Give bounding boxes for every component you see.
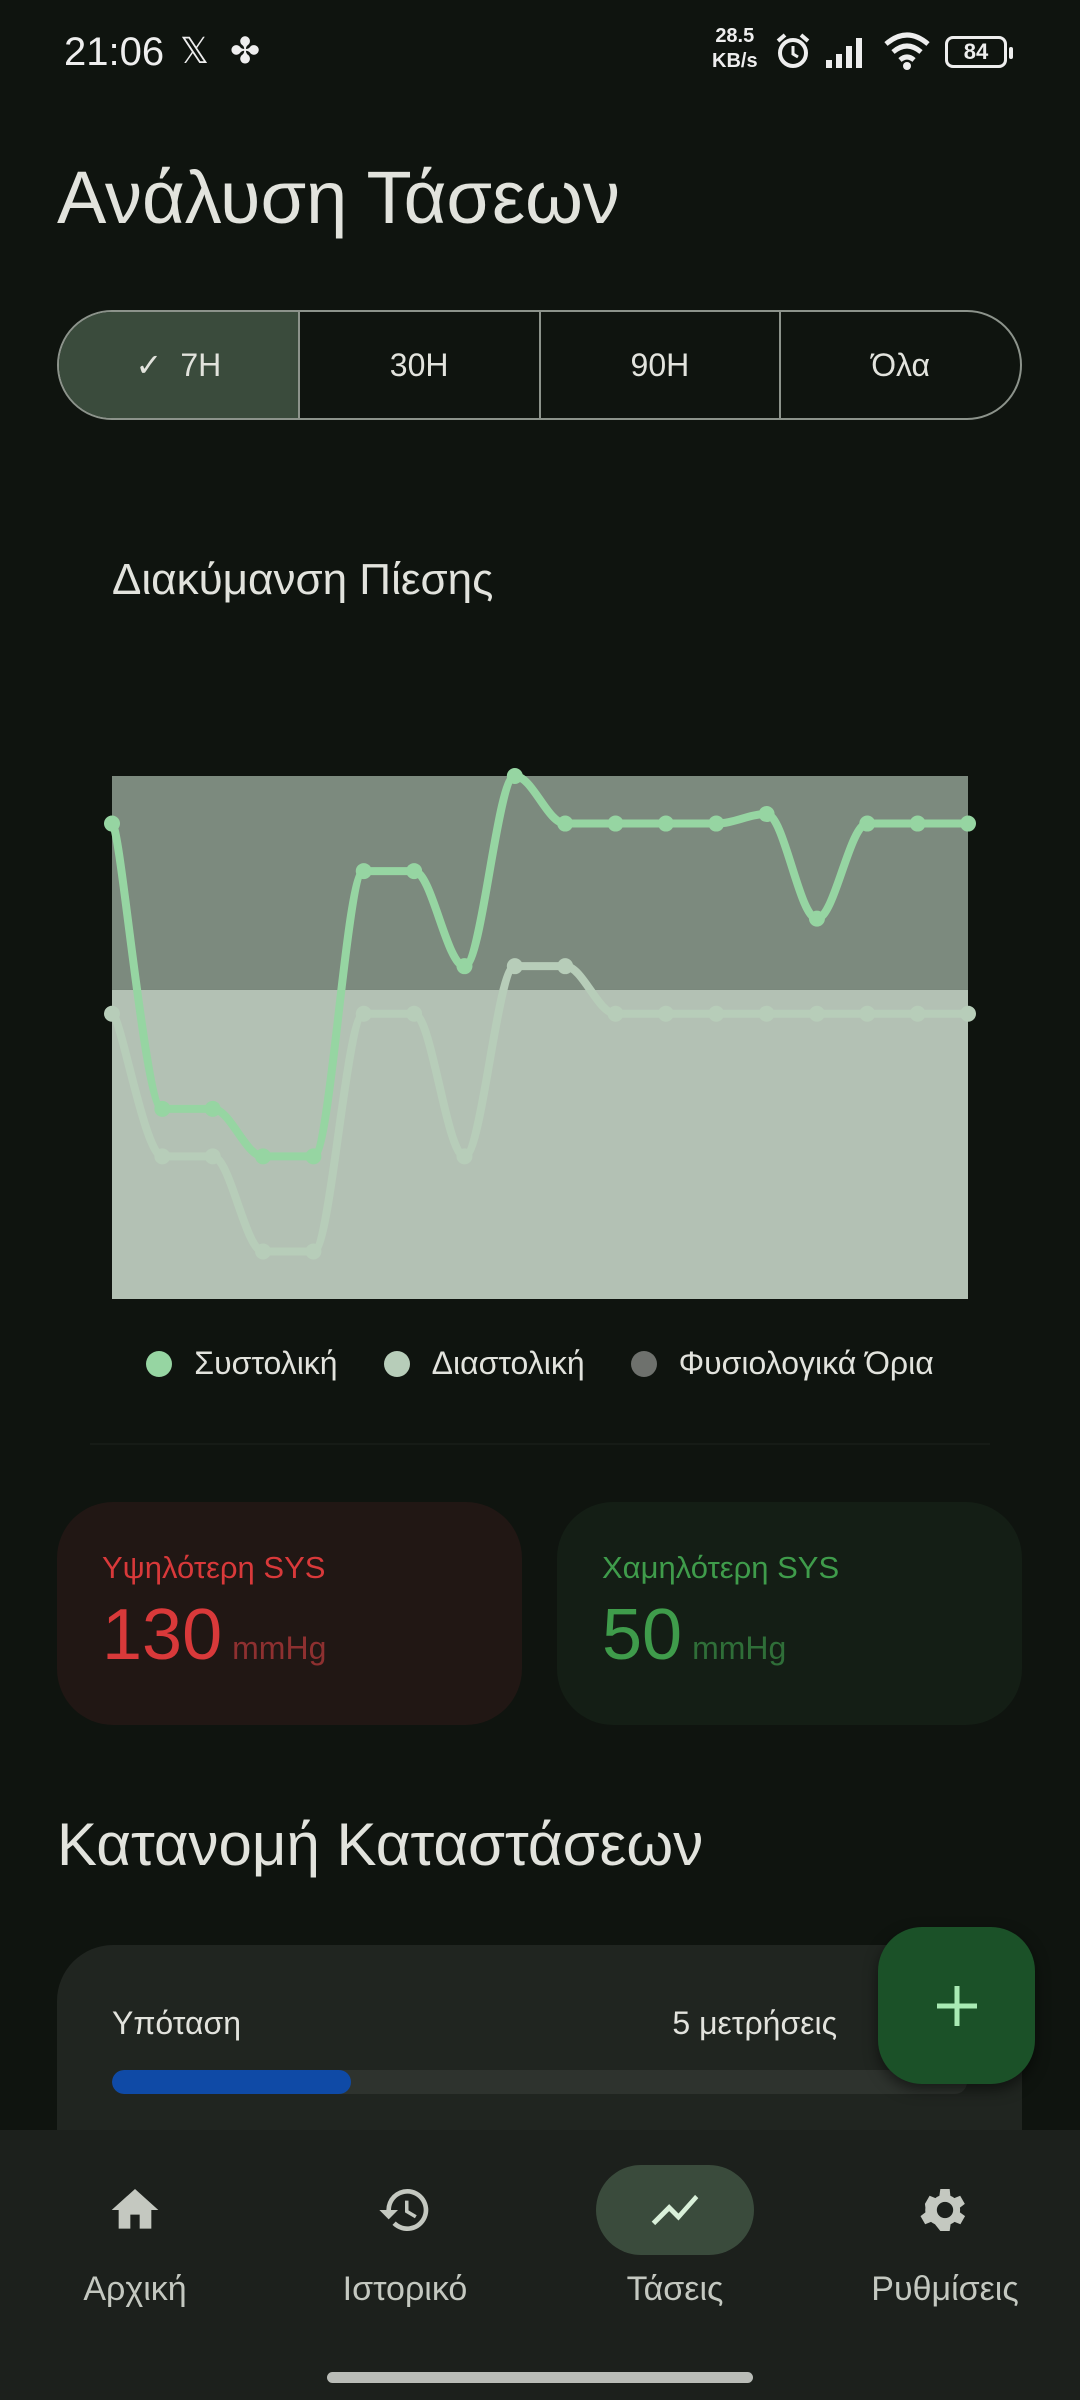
measurement-count: 5 μετρήσεις <box>672 2005 837 2041</box>
highest-sys-value: 130 <box>102 1595 223 1675</box>
alarm-icon <box>776 33 810 68</box>
diastolic-point <box>960 1005 976 1022</box>
systolic-point <box>808 910 825 927</box>
x-icon: 𝕏 <box>180 30 210 71</box>
tab-30d[interactable]: 30Η <box>297 312 539 418</box>
systolic-point <box>355 863 372 880</box>
battery-icon: 84 <box>945 36 1013 68</box>
diastolic-point <box>657 1005 674 1022</box>
bp-chart <box>104 768 976 1299</box>
diastolic-point <box>708 1005 725 1022</box>
normal-range-upper-band <box>112 776 968 990</box>
signal-icon <box>826 38 862 68</box>
diastolic-point <box>154 1148 171 1165</box>
net-speed: 28.5 KB/s <box>712 25 758 72</box>
history-icon <box>326 2165 484 2255</box>
diastolic-point <box>909 1005 926 1022</box>
diastolic-point <box>758 1005 775 1022</box>
nav-history[interactable]: Ιστορικό <box>270 2130 540 2400</box>
legend-dot <box>630 1351 657 1377</box>
systolic-point <box>456 958 473 975</box>
legend-normal-range: Φυσιολογικά Όρια <box>630 1345 934 1382</box>
divider <box>90 1443 990 1445</box>
tab-all[interactable]: Όλα <box>779 312 1020 418</box>
diastolic-point <box>104 1005 120 1022</box>
section-title: Κατανομή Καταστάσεων <box>57 1811 704 1878</box>
diastolic-point <box>406 1005 423 1022</box>
chart-title: Διακύμανση Πίεσης <box>112 555 494 604</box>
status-bar: 21:06 𝕏 ✤ 28.5 KB/s 84 <box>0 0 1080 100</box>
add-measurement-button[interactable] <box>878 1927 1035 2084</box>
systolic-point <box>255 1148 272 1165</box>
systolic-point <box>708 815 725 832</box>
systolic-point <box>758 806 775 823</box>
lowest-sys-card: Χαμηλότερη SYS 50 mmHg <box>557 1502 1022 1725</box>
systolic-point <box>506 768 523 784</box>
systolic-point <box>204 1100 221 1117</box>
legend-dot <box>383 1351 410 1377</box>
diastolic-point <box>607 1005 624 1022</box>
trending-icon <box>596 2165 754 2255</box>
systolic-point <box>960 815 976 832</box>
tab-7d[interactable]: ✓ 7Η <box>59 312 298 418</box>
systolic-point <box>104 815 120 832</box>
home-indicator[interactable] <box>327 2372 753 2383</box>
highest-sys-card: Υψηλότερη SYS 130 mmHg <box>57 1502 522 1725</box>
systolic-point <box>607 815 624 832</box>
normal-range-lower-band <box>112 989 968 1299</box>
page-title: Ανάλυση Τάσεων <box>57 156 620 239</box>
systolic-point <box>154 1100 171 1117</box>
nav-home[interactable]: Αρχική <box>0 2130 270 2400</box>
check-icon: ✓ <box>135 347 163 383</box>
diastolic-point <box>557 958 574 975</box>
plus-icon <box>936 1985 977 2026</box>
diastolic-point <box>204 1148 221 1165</box>
systolic-point <box>859 815 876 832</box>
legend-dot <box>146 1351 173 1377</box>
bottom-nav: Αρχική Ιστορικό Τάσεις Ρυθμίσεις <box>0 2130 1080 2400</box>
nav-settings[interactable]: Ρυθμίσεις <box>810 2130 1080 2400</box>
systolic-point <box>305 1148 322 1165</box>
diastolic-point <box>305 1243 322 1260</box>
systolic-point <box>657 815 674 832</box>
diastolic-point <box>255 1243 272 1260</box>
legend-diastolic: Διαστολική <box>383 1345 585 1382</box>
progress-fill <box>112 2070 352 2094</box>
systolic-point <box>406 863 423 880</box>
settings-icon <box>866 2165 1024 2255</box>
clock: 21:06 <box>64 30 165 74</box>
tab-90d[interactable]: 90Η <box>538 312 780 418</box>
diastolic-point <box>808 1005 825 1022</box>
legend-systolic: Συστολική <box>146 1345 338 1382</box>
diastolic-line <box>108 962 972 1256</box>
systolic-point <box>557 815 574 832</box>
home-icon <box>56 2165 214 2255</box>
diastolic-point <box>506 958 523 975</box>
diastolic-point <box>355 1005 372 1022</box>
diastolic-point <box>859 1005 876 1022</box>
nav-trends[interactable]: Τάσεις <box>540 2130 810 2400</box>
chart-legend: Συστολική Διαστολική Φυσιολογικά Όρια <box>0 1345 1080 1382</box>
lowest-sys-value: 50 <box>602 1595 683 1675</box>
list-item: Υπόταση 5 μετρήσεις <box>112 2005 967 2094</box>
range-selector: ✓ 7Η 30Η 90Η Όλα <box>57 310 1022 420</box>
pinwheel-icon: ✤ <box>230 30 261 71</box>
diastolic-point <box>456 1148 473 1165</box>
systolic-point <box>909 815 926 832</box>
wifi-icon <box>884 32 930 70</box>
progress-bar <box>112 2070 967 2094</box>
